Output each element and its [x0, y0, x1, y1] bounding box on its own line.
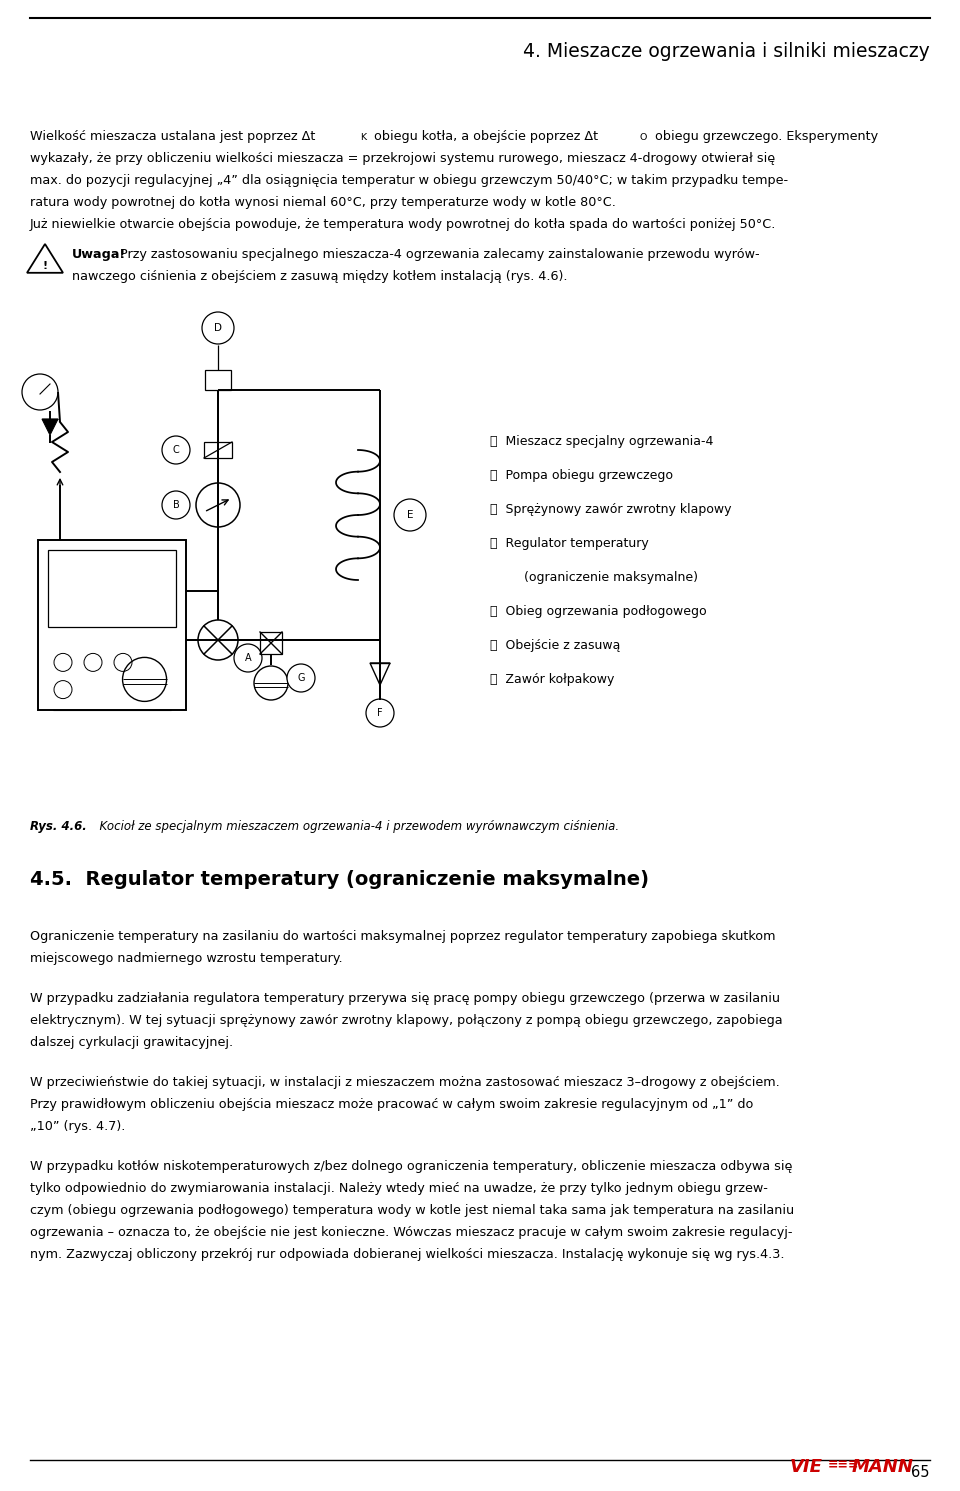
Text: obiegu grzewczego. Eksperymenty: obiegu grzewczego. Eksperymenty	[651, 130, 878, 143]
Circle shape	[234, 644, 262, 672]
Text: Ⓕ  Obejście z zasuwą: Ⓕ Obejście z zasuwą	[490, 640, 620, 652]
Text: MANN: MANN	[852, 1458, 914, 1476]
Text: Ⓓ  Regulator temperatury: Ⓓ Regulator temperatury	[490, 537, 649, 550]
Text: G: G	[298, 672, 304, 683]
Text: wykazały, że przy obliczeniu wielkości mieszacza = przekrojowi systemu rurowego,: wykazały, że przy obliczeniu wielkości m…	[30, 152, 775, 166]
Text: C: C	[173, 444, 180, 455]
Text: max. do pozycji regulacyjnej „4” dla osiągnięcia temperatur w obiegu grzewczym 5: max. do pozycji regulacyjnej „4” dla osi…	[30, 174, 788, 186]
Text: !: !	[42, 261, 48, 270]
Text: 4. Mieszacze ogrzewania i silniki mieszaczy: 4. Mieszacze ogrzewania i silniki miesza…	[523, 42, 930, 61]
Text: czym (obiegu ogrzewania podłogowego) temperatura wody w kotle jest niemal taka s: czym (obiegu ogrzewania podłogowego) tem…	[30, 1205, 794, 1217]
Text: Ⓒ  Sprężynowy zawór zwrotny klapowy: Ⓒ Sprężynowy zawór zwrotny klapowy	[490, 502, 732, 516]
Text: nawczego ciśnienia z obejściem z zasuwą między kotłem instalacją (rys. 4.6).: nawczego ciśnienia z obejściem z zasuwą …	[72, 270, 567, 283]
Text: 65: 65	[911, 1466, 930, 1481]
Text: obiegu kotła, a obejście poprzez Δt: obiegu kotła, a obejście poprzez Δt	[370, 130, 598, 143]
Text: (ograniczenie maksymalne): (ograniczenie maksymalne)	[508, 571, 698, 584]
Text: tylko odpowiednio do zwymiarowania instalacji. Należy wtedy mieć na uwadze, że p: tylko odpowiednio do zwymiarowania insta…	[30, 1182, 768, 1194]
Circle shape	[366, 699, 394, 728]
Text: elektrycznym). W tej sytuacji sprężynowy zawór zwrotny klapowy, połączony z pomp: elektrycznym). W tej sytuacji sprężynowy…	[30, 1014, 782, 1027]
Text: Przy prawidłowym obliczeniu obejścia mieszacz może pracować w całym swoim zakres: Przy prawidłowym obliczeniu obejścia mie…	[30, 1097, 754, 1111]
Circle shape	[394, 499, 426, 531]
Text: Ograniczenie temperatury na zasilaniu do wartości maksymalnej poprzez regulator : Ograniczenie temperatury na zasilaniu do…	[30, 930, 776, 942]
Circle shape	[162, 435, 190, 464]
Circle shape	[287, 663, 315, 692]
Text: W przeciwieństwie do takiej sytuacji, w instalacji z mieszaczem można zastosować: W przeciwieństwie do takiej sytuacji, w …	[30, 1077, 780, 1088]
Text: Ⓔ  Obieg ogrzewania podłogowego: Ⓔ Obieg ogrzewania podłogowego	[490, 605, 707, 617]
Text: miejscowego nadmiernego wzrostu temperatury.: miejscowego nadmiernego wzrostu temperat…	[30, 951, 343, 965]
Text: 4.5.  Regulator temperatury (ograniczenie maksymalne): 4.5. Regulator temperatury (ograniczenie…	[30, 871, 649, 889]
Text: VIE: VIE	[790, 1458, 823, 1476]
Text: B: B	[173, 499, 180, 510]
Text: Ⓑ  Pompa obiegu grzewczego: Ⓑ Pompa obiegu grzewczego	[490, 470, 673, 482]
Text: nym. Zazwyczaj obliczony przekrój rur odpowiada dobieranej wielkości mieszacza. : nym. Zazwyczaj obliczony przekrój rur od…	[30, 1248, 784, 1261]
Text: ratura wody powrotnej do kotła wynosi niemal 60°C, przy temperaturze wody w kotl: ratura wody powrotnej do kotła wynosi ni…	[30, 195, 616, 209]
Text: Ⓖ  Zawór kołpakowy: Ⓖ Zawór kołpakowy	[490, 672, 614, 686]
Bar	[205, 370, 231, 391]
Text: W przypadku zadziałania regulatora temperatury przerywa się pracę pompy obiegu g: W przypadku zadziałania regulatora tempe…	[30, 992, 780, 1005]
Text: A: A	[245, 653, 252, 663]
Text: „10” (rys. 4.7).: „10” (rys. 4.7).	[30, 1120, 126, 1133]
Text: Już niewielkie otwarcie obejścia powoduje, że temperatura wody powrotnej do kotł: Już niewielkie otwarcie obejścia powoduj…	[30, 218, 777, 231]
Circle shape	[254, 666, 288, 699]
Text: Przy zastosowaniu specjalnego mieszacza-4 ogrzewania zalecamy zainstalowanie prz: Przy zastosowaniu specjalnego mieszacza-…	[116, 248, 759, 261]
Text: D: D	[214, 324, 222, 332]
Polygon shape	[42, 419, 58, 435]
Text: W przypadku kotłów niskotemperaturowych z/bez dolnego ograniczenia temperatury, : W przypadku kotłów niskotemperaturowych …	[30, 1160, 792, 1173]
Text: Rys. 4.6.: Rys. 4.6.	[30, 820, 86, 833]
Bar	[260, 632, 282, 655]
Circle shape	[196, 483, 240, 526]
Text: dalszej cyrkulacji grawitacyjnej.: dalszej cyrkulacji grawitacyjnej.	[30, 1036, 233, 1050]
Text: K: K	[360, 133, 366, 142]
Bar	[38, 540, 186, 710]
Circle shape	[202, 312, 234, 344]
Text: O: O	[640, 133, 647, 142]
Text: Kocioł ze specjalnym mieszaczem ogrzewania-4 i przewodem wyrównawczym ciśnienia.: Kocioł ze specjalnym mieszaczem ogrzewan…	[92, 820, 619, 833]
Text: ≡≡≡: ≡≡≡	[828, 1458, 859, 1472]
Text: F: F	[377, 708, 383, 719]
Text: Uwaga!: Uwaga!	[72, 248, 127, 261]
Text: Ⓐ  Mieszacz specjalny ogrzewania-4: Ⓐ Mieszacz specjalny ogrzewania-4	[490, 435, 713, 447]
Text: Wielkość mieszacza ustalana jest poprzez Δt: Wielkość mieszacza ustalana jest poprzez…	[30, 130, 316, 143]
Circle shape	[162, 491, 190, 519]
Bar	[204, 441, 232, 458]
Text: E: E	[407, 510, 413, 520]
Circle shape	[198, 620, 238, 661]
Bar	[48, 550, 176, 626]
Text: ogrzewania – oznacza to, że obejście nie jest konieczne. Wówczas mieszacz pracuj: ogrzewania – oznacza to, że obejście nie…	[30, 1226, 793, 1239]
